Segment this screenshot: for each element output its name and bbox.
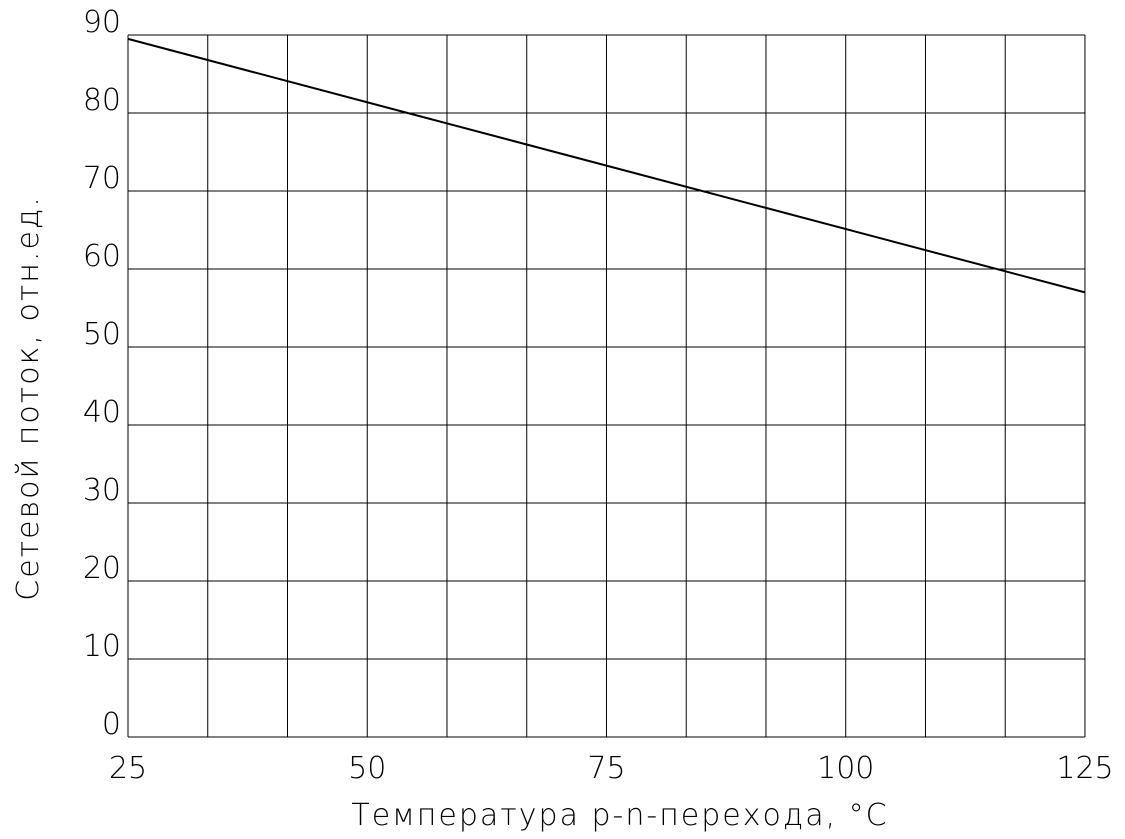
x-tick-label: 50 <box>348 751 386 786</box>
x-tick-label: 75 <box>587 751 625 786</box>
y-tick-label: 60 <box>83 239 121 274</box>
plot-area <box>127 34 1086 738</box>
y-tick-label: 30 <box>83 473 121 508</box>
y-tick-label: 20 <box>83 551 121 586</box>
x-tick-label: 25 <box>109 751 147 786</box>
grid <box>127 34 1086 738</box>
y-tick-labels: 0 10 20 30 40 50 60 70 80 90 <box>83 5 121 742</box>
y-tick-label: 0 <box>102 707 121 742</box>
y-tick-label: 50 <box>83 317 121 352</box>
y-tick-label: 40 <box>83 395 121 430</box>
y-tick-label: 10 <box>83 629 121 664</box>
x-axis-label: Температура p-n-перехода, °C <box>351 798 888 833</box>
y-tick-label: 70 <box>83 161 121 196</box>
series <box>127 37 1086 294</box>
y-axis-label: Сетевой поток, отн.ед. <box>11 195 46 601</box>
x-tick-labels: 25 50 75 100 125 <box>109 751 1114 786</box>
series-line <box>127 37 1086 294</box>
y-tick-label: 80 <box>83 83 121 118</box>
y-tick-label: 90 <box>83 5 121 40</box>
x-tick-label: 125 <box>1056 751 1113 786</box>
x-tick-label: 100 <box>817 751 874 786</box>
